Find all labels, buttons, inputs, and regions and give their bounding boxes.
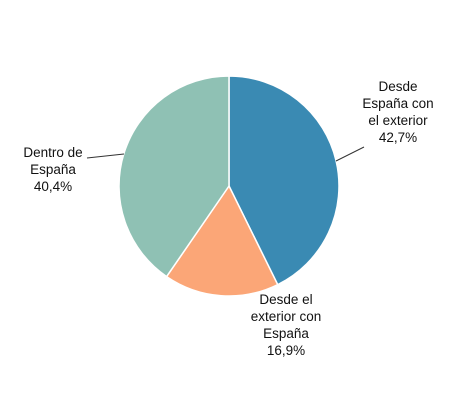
slice-label: Desde España con el exterior 42,7%: [362, 79, 433, 145]
slice-name-label: España: [263, 326, 309, 341]
slice-label: Desde el exterior con España 16,9%: [251, 292, 322, 358]
slice-name-label: Dentro de: [23, 145, 82, 160]
pie-slice: [165, 184, 279, 297]
slice-name-label: Desde: [378, 79, 417, 94]
slice-name-label: España con: [362, 96, 433, 111]
pie-slices: [118, 75, 340, 297]
slice-value-label: 40,4%: [34, 179, 72, 194]
slice-name-label: el exterior: [368, 113, 428, 128]
pie-labels: Desde España con el exterior 42,7% Desde el e…: [23, 79, 433, 358]
slice-name-label: España: [30, 162, 76, 177]
pie-slice: [118, 75, 230, 278]
leader-line: [86, 153, 125, 159]
slice-value-label: 16,9%: [267, 343, 305, 358]
slice-label: Dentro de España 40,4%: [23, 145, 82, 194]
slice-name-label: exterior con: [251, 309, 322, 324]
slice-value-label: 42,7%: [379, 130, 417, 145]
leader-line: [335, 146, 365, 162]
slice-name-label: Desde el: [259, 292, 312, 307]
